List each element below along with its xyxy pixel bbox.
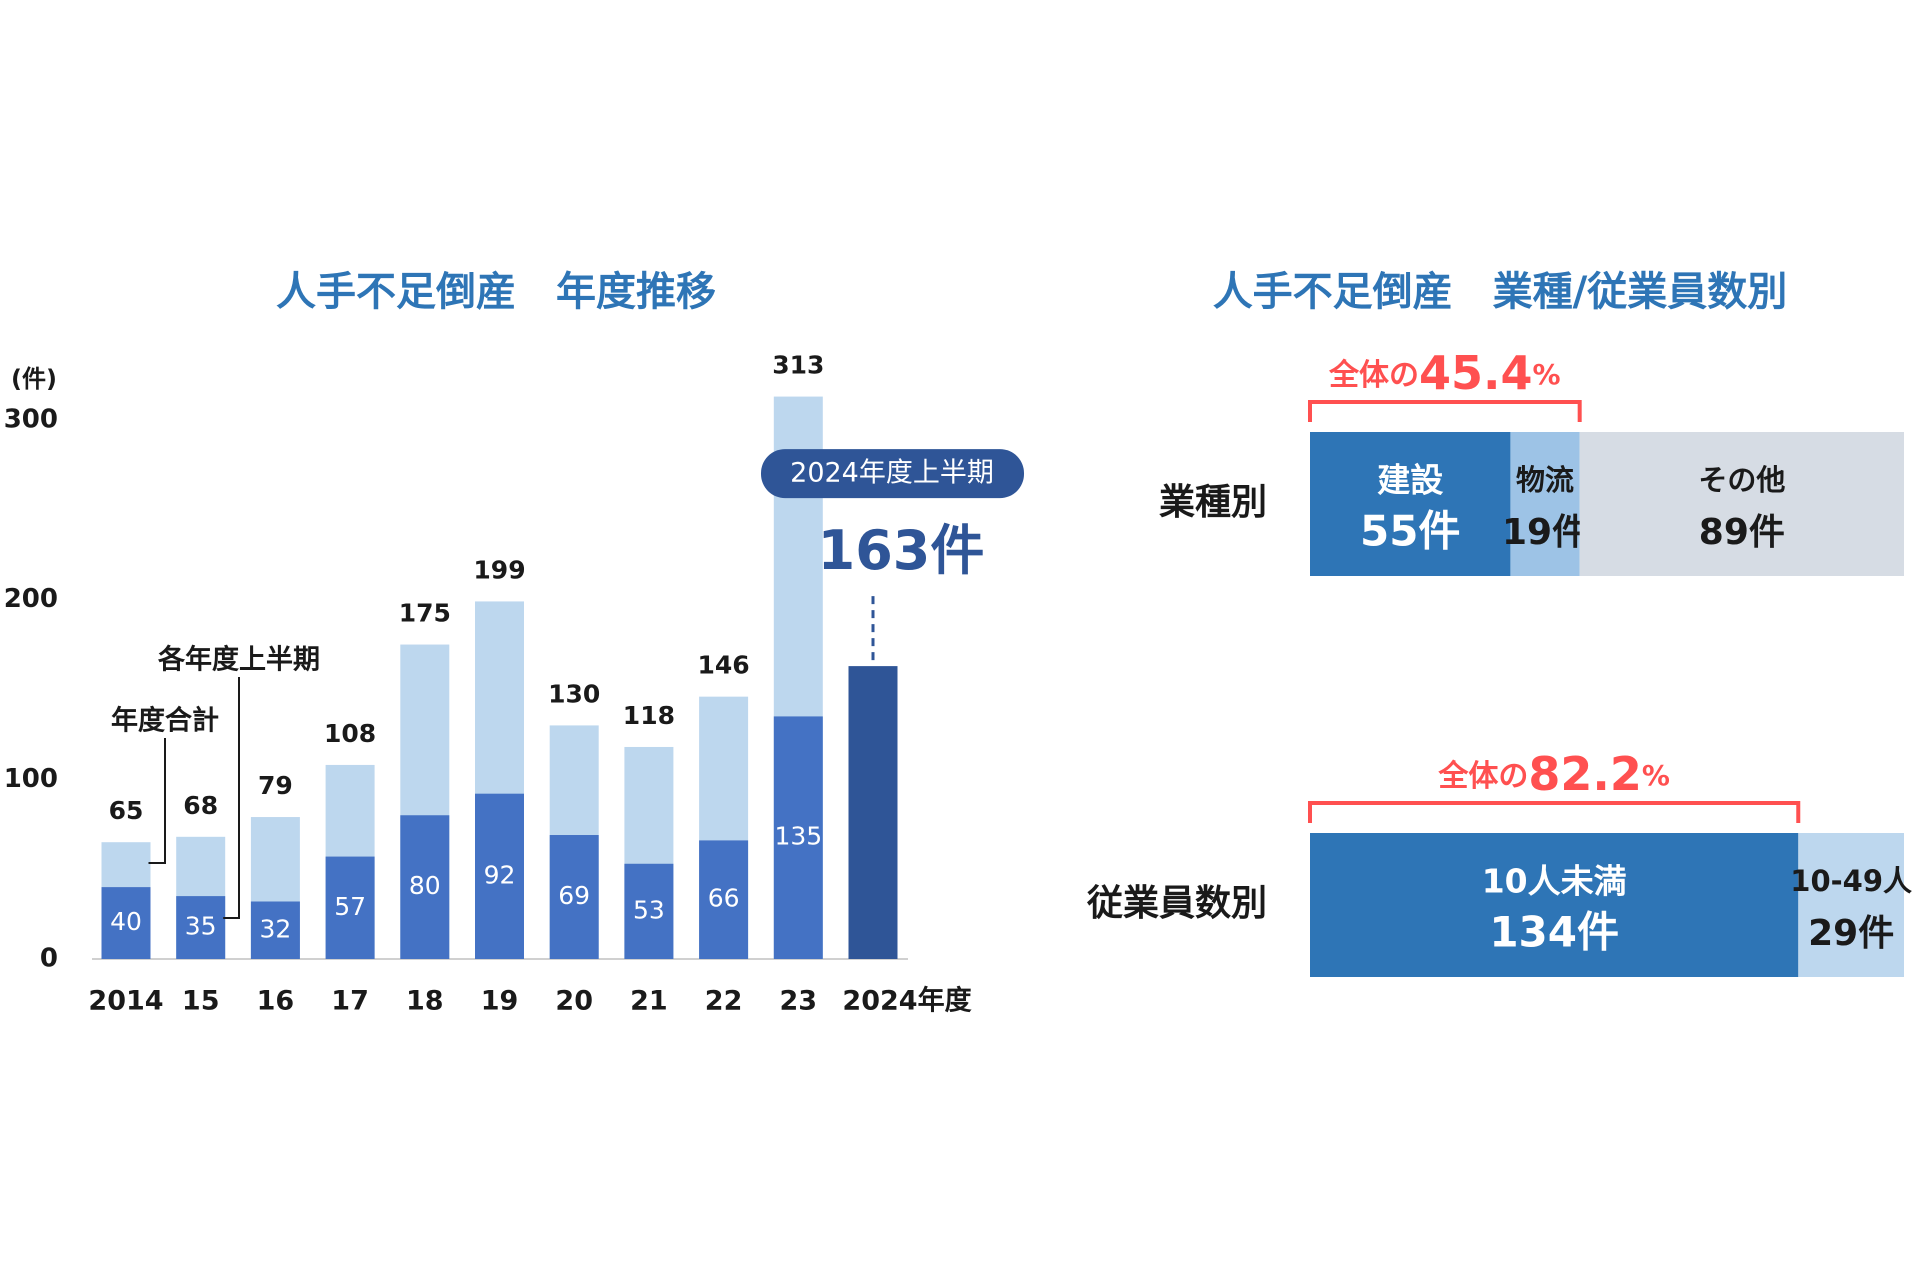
y-tick-label: 300 [4, 404, 58, 434]
bar [773, 716, 823, 959]
bar [250, 901, 300, 959]
value-label: 199 [473, 555, 525, 584]
value-label: 80 [409, 871, 441, 900]
segment [1798, 833, 1904, 977]
value-label: 65 [109, 796, 144, 825]
value-label: 108 [324, 719, 376, 748]
legend-label: 年度合計 [111, 705, 219, 737]
share-suffix: % [1642, 759, 1670, 792]
value-label: 118 [623, 701, 675, 730]
legend-leader [148, 738, 166, 864]
y-tick-label: 100 [4, 764, 58, 794]
bar [624, 863, 674, 959]
chart-title: 人手不足倒産 年度推移 [276, 269, 716, 315]
segment [1510, 432, 1580, 576]
row-label: 従業員数別 [1086, 883, 1267, 924]
value-label: 313 [772, 351, 824, 380]
segment-name: 物流 [1516, 463, 1574, 497]
x-tick-label: 2024年度 [842, 985, 971, 1017]
bar [848, 666, 898, 959]
segment-value: 89件 [1699, 512, 1785, 553]
x-tick-label: 21 [630, 986, 668, 1017]
share-bracket [1308, 801, 1801, 823]
x-tick-label: 16 [257, 986, 295, 1017]
legend-label: 各年度上半期 [157, 644, 320, 676]
value-label: 92 [484, 860, 516, 889]
value-label: 130 [548, 679, 600, 708]
share-value: 82.2 [1528, 747, 1642, 801]
bar [549, 835, 599, 959]
x-tick-label: 2014 [88, 986, 163, 1017]
share-suffix: % [1533, 358, 1561, 391]
value-label: 40 [110, 907, 142, 936]
segment-name: 建設 [1377, 461, 1443, 500]
bar [699, 840, 749, 959]
segment [1310, 432, 1511, 576]
bar [101, 887, 151, 959]
callout-pill [761, 449, 1024, 499]
value-label: 57 [334, 892, 366, 921]
segment-name: 10-49人 [1790, 864, 1912, 898]
callout-label: 2024年度上半期 [790, 458, 994, 489]
value-label: 135 [774, 822, 822, 851]
segment-value: 55件 [1360, 507, 1460, 556]
segment-value: 19件 [1502, 512, 1588, 553]
x-tick-label: 18 [406, 986, 444, 1017]
share-label: 全体の82.2% [1437, 747, 1670, 801]
x-tick-label: 23 [780, 986, 818, 1017]
share-prefix: 全体の [1437, 759, 1528, 794]
chart-title: 人手不足倒産 業種/従業員数別 [1213, 269, 1788, 315]
segment [1579, 432, 1904, 576]
share-value: 45.4 [1419, 346, 1533, 400]
value-label: 69 [558, 881, 590, 910]
value-label: 146 [698, 651, 750, 680]
bar [325, 856, 375, 959]
callout-value: 163件 [818, 519, 985, 582]
segment-value: 29件 [1808, 913, 1894, 954]
value-label: 175 [399, 599, 451, 628]
segment-name: その他 [1698, 463, 1785, 497]
row-label: 業種別 [1159, 482, 1267, 523]
x-tick-label: 15 [182, 986, 220, 1017]
value-label: 53 [633, 895, 665, 924]
value-label: 79 [258, 771, 293, 800]
segment-name: 10人未満 [1482, 862, 1627, 901]
bar [176, 896, 226, 959]
bar [400, 815, 450, 959]
x-tick-label: 17 [331, 986, 369, 1017]
share-label: 全体の45.4% [1328, 346, 1561, 400]
y-axis-label: (件) [11, 365, 57, 393]
x-tick-label: 19 [481, 986, 519, 1017]
y-tick-label: 0 [40, 944, 58, 974]
x-tick-label: 22 [705, 986, 743, 1017]
value-label: 66 [708, 884, 740, 913]
value-label: 32 [259, 914, 291, 943]
x-tick-label: 20 [555, 986, 593, 1017]
segment [1310, 833, 1799, 977]
segment-value: 134件 [1489, 908, 1619, 957]
value-label: 68 [183, 791, 218, 820]
value-label: 35 [185, 912, 217, 941]
y-tick-label: 200 [4, 584, 58, 614]
share-bracket [1308, 400, 1582, 422]
share-prefix: 全体の [1328, 358, 1419, 393]
legend-leader [223, 677, 240, 919]
bar [475, 793, 524, 959]
